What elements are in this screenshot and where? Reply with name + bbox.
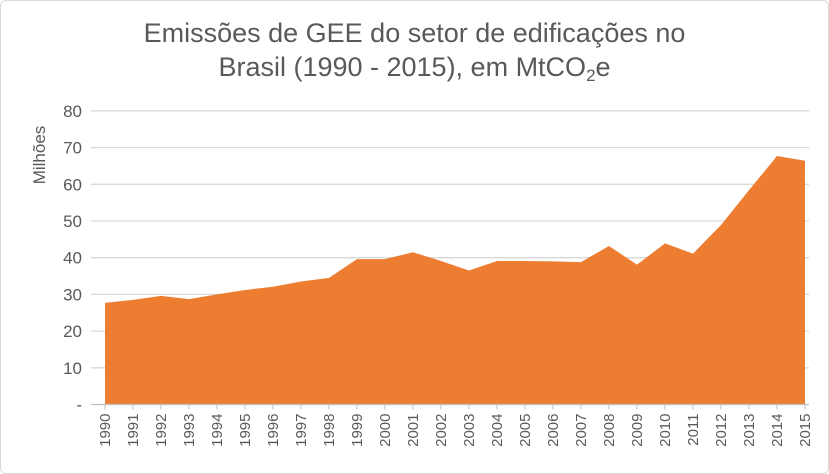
x-tick-label: 2003	[461, 414, 478, 447]
x-tick-label: 2001	[405, 414, 422, 447]
chart-title-line-1: Emissões de GEE do setor de edificações …	[143, 18, 686, 48]
x-tick-label: 1993	[181, 414, 198, 447]
x-tick-label: 2011	[685, 414, 702, 446]
area-series	[105, 156, 805, 405]
y-tick-label: 10	[63, 359, 82, 378]
x-tick-label: 2004	[489, 414, 506, 447]
x-tick-label: 1996	[265, 414, 282, 447]
title-subscript: 2	[586, 66, 596, 85]
x-tick-label: 2010	[657, 414, 674, 447]
y-axis-label: Milhões	[30, 126, 49, 185]
y-tick-label: 20	[63, 322, 82, 341]
x-tick-label: 2006	[545, 414, 562, 447]
x-tick-label: 2009	[629, 414, 646, 447]
x-tick-label: 2008	[601, 414, 618, 447]
x-tick-label: 1999	[349, 414, 366, 447]
y-tick-label: 50	[63, 212, 82, 231]
x-tick-label: 1990	[97, 414, 114, 447]
chart-title-line-2: Brasil (1990 - 2015), em MtCO2e	[0, 52, 829, 85]
x-tick-label: 1997	[293, 414, 310, 447]
y-tick-label: 40	[63, 249, 82, 268]
x-tick-label: 2013	[741, 414, 758, 447]
title-text: Brasil (1990 - 2015), em MtCO	[218, 52, 587, 82]
title-suffix: e	[595, 52, 611, 82]
y-tick-label: 30	[63, 285, 82, 304]
x-tick-label: 1992	[153, 414, 170, 447]
x-tick-label: 1991	[125, 414, 142, 447]
y-tick-label: 80	[63, 102, 82, 121]
x-tick-label: 2002	[433, 414, 450, 447]
x-tick-label: 1998	[321, 414, 338, 447]
y-tick-label: 70	[63, 139, 82, 158]
x-tick-label: 2000	[377, 414, 394, 447]
x-tick-label: 2014	[769, 414, 786, 447]
y-tick-label: 60	[63, 175, 82, 194]
x-tick-label: 2007	[573, 414, 590, 447]
x-tick-label: 2015	[797, 414, 814, 447]
x-tick-label: 2012	[713, 414, 730, 447]
x-tick-label: 2005	[517, 414, 534, 447]
x-tick-label: 1994	[209, 414, 226, 447]
x-tick-label: 1995	[237, 414, 254, 447]
y-tick-label: -	[76, 396, 82, 415]
